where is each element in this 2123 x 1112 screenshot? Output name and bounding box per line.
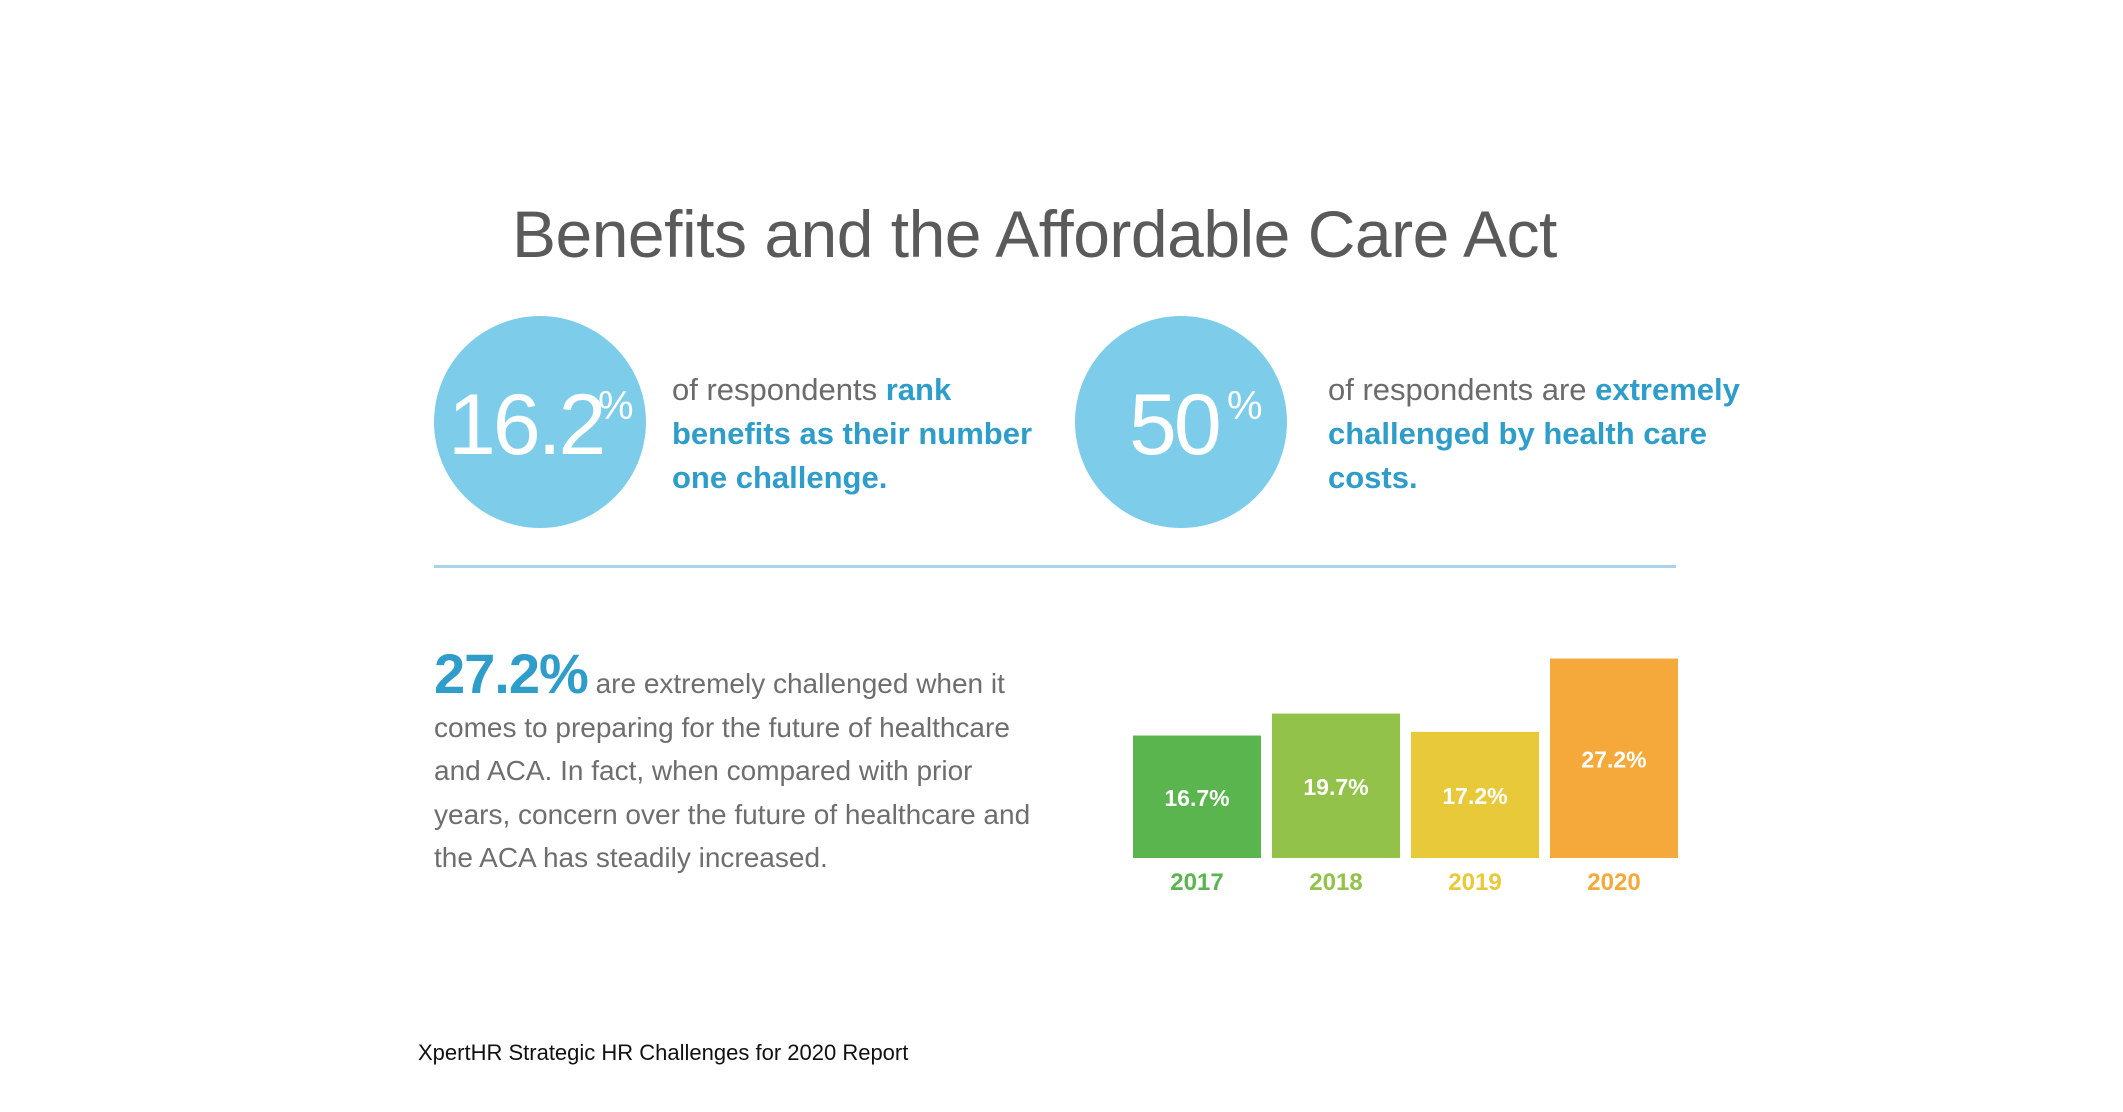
bar-2019 bbox=[1411, 731, 1539, 858]
bar-chart: 16.7% 2017 19.7% 2018 17.2% 2019 27.2% 2020 bbox=[1133, 658, 1678, 896]
bar-value-label-2018: 19.7% bbox=[1303, 774, 1368, 800]
bar-2018 bbox=[1272, 713, 1400, 858]
bar-2017 bbox=[1133, 735, 1261, 858]
bar-value-label-2020: 27.2% bbox=[1581, 746, 1646, 772]
bar-2020 bbox=[1550, 658, 1678, 858]
summary-highlight: 27.2% bbox=[434, 642, 589, 705]
bar-value-label-2019: 17.2% bbox=[1442, 783, 1507, 809]
bar-value-label-2017: 16.7% bbox=[1164, 785, 1229, 811]
stat-circle-2: 50 % bbox=[1075, 316, 1287, 528]
source-citation: XpertHR Strategic HR Challenges for 2020… bbox=[418, 1040, 909, 1065]
stat-1-percent-sign: % bbox=[598, 384, 634, 428]
x-tick-label-2018: 2018 bbox=[1309, 869, 1362, 896]
page-title: Benefits and the Affordable Care Act bbox=[512, 197, 1557, 271]
summary-text: are extremely challenged when it comes t… bbox=[434, 668, 1031, 873]
stat-1-text-plain: of respondents bbox=[672, 372, 886, 407]
x-tick-label-2020: 2020 bbox=[1587, 869, 1640, 896]
stat-2-text-plain: of respondents are bbox=[1328, 372, 1596, 407]
stat-1-number: 16.2 bbox=[448, 377, 606, 473]
stat-2-text-strong: extremely challenged by health care cost… bbox=[1328, 372, 1740, 495]
x-tick-label-2019: 2019 bbox=[1448, 869, 1501, 896]
x-tick-label-2017: 2017 bbox=[1170, 869, 1223, 896]
stat-1-text-strong: rank benefits as their number one challe… bbox=[672, 372, 1033, 495]
stat-circle-1: 16.2 % bbox=[434, 316, 646, 528]
section-divider bbox=[434, 565, 1676, 568]
stat-2-percent-sign: % bbox=[1227, 384, 1263, 428]
stat-1-text: of respondents rank benefits as their nu… bbox=[672, 368, 1072, 500]
stat-2-text: of respondents are extremely challenged … bbox=[1328, 368, 1758, 500]
summary-paragraph: 27.2% are extremely challenged when it c… bbox=[434, 646, 1054, 880]
stat-2-number: 50 bbox=[1129, 377, 1222, 473]
